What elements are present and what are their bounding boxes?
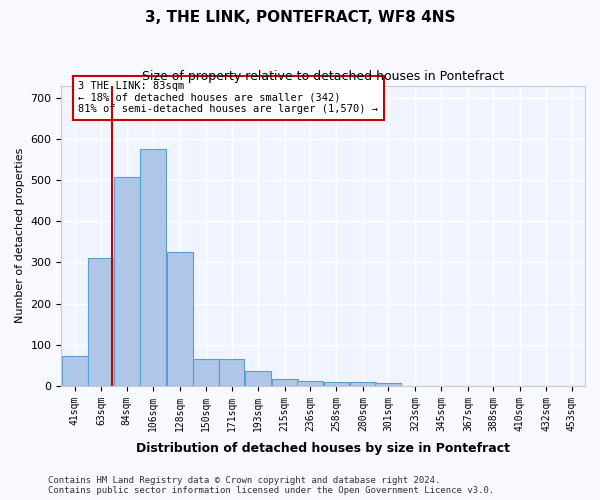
Bar [297, 381, 323, 386]
Bar [167, 252, 193, 386]
Title: Size of property relative to detached houses in Pontefract: Size of property relative to detached ho… [142, 70, 504, 83]
Bar [272, 378, 298, 386]
Text: 3, THE LINK, PONTEFRACT, WF8 4NS: 3, THE LINK, PONTEFRACT, WF8 4NS [145, 10, 455, 25]
Bar [88, 258, 114, 386]
Bar [245, 370, 271, 386]
X-axis label: Distribution of detached houses by size in Pontefract: Distribution of detached houses by size … [136, 442, 510, 455]
Bar [113, 178, 140, 386]
Y-axis label: Number of detached properties: Number of detached properties [15, 148, 25, 324]
Bar [140, 150, 166, 386]
Bar [193, 359, 219, 386]
Text: Contains HM Land Registry data © Crown copyright and database right 2024.
Contai: Contains HM Land Registry data © Crown c… [48, 476, 494, 495]
Bar [376, 384, 401, 386]
Bar [323, 382, 349, 386]
Text: 3 THE LINK: 83sqm
← 18% of detached houses are smaller (342)
81% of semi-detache: 3 THE LINK: 83sqm ← 18% of detached hous… [78, 81, 378, 114]
Bar [62, 356, 88, 386]
Bar [350, 382, 376, 386]
Bar [218, 359, 244, 386]
